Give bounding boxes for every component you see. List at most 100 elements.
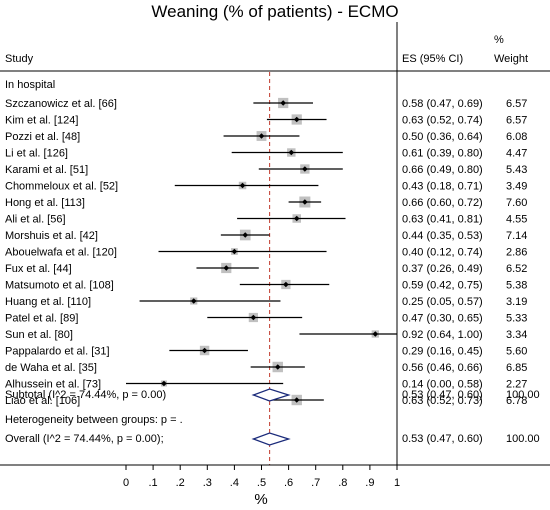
study-weight: 6.52 bbox=[506, 263, 527, 275]
study-es-ci: 0.59 (0.42, 0.75) bbox=[402, 280, 483, 292]
study-row: Morshuis et al. [42] 0.44 (0.35, 0.53) 7.1… bbox=[5, 229, 527, 242]
x-tick-label: .2 bbox=[176, 477, 185, 489]
study-es-ci: 0.25 (0.05, 0.57) bbox=[402, 296, 483, 308]
point-estimate bbox=[250, 314, 257, 321]
chart-title: Weaning (% of patients) - ECMO bbox=[151, 2, 398, 21]
study-name: Chommeloux et al. [52] bbox=[5, 181, 118, 193]
study-weight: 7.14 bbox=[506, 230, 527, 242]
study-es-ci: 0.50 (0.36, 0.64) bbox=[402, 131, 483, 143]
study-es-ci: 0.66 (0.49, 0.80) bbox=[402, 164, 483, 176]
point-estimate bbox=[223, 265, 230, 271]
study-weight: 5.60 bbox=[506, 346, 527, 358]
study-row: Alhussein et al. [73] 0.14 (0.00, 0.58) 2.… bbox=[5, 379, 527, 391]
study-es-ci: 0.37 (0.26, 0.49) bbox=[402, 263, 483, 275]
study-row: Hong et al. [113] 0.66 (0.60, 0.72) 7.60 bbox=[5, 196, 527, 209]
x-tick-label: .7 bbox=[311, 477, 320, 489]
study-es-ci: 0.92 (0.64, 1.00) bbox=[402, 329, 483, 341]
study-name: Pozzi et al. [48] bbox=[5, 131, 80, 143]
es-column-header: ES (95% CI) bbox=[402, 53, 463, 65]
x-tick-label: .8 bbox=[338, 477, 347, 489]
study-name: Matsumoto et al. [108] bbox=[5, 280, 114, 292]
study-es-ci: 0.47 (0.30, 0.65) bbox=[402, 313, 483, 325]
weight-column-header: Weight bbox=[494, 53, 528, 65]
point-estimate bbox=[302, 199, 308, 205]
study-weight: 2.86 bbox=[506, 247, 527, 259]
study-es-ci: 0.44 (0.35, 0.53) bbox=[402, 230, 483, 242]
study-name: Huang et al. [110] bbox=[5, 296, 91, 308]
study-row: de Waha et al. [35] 0.56 (0.46, 0.66) 6.85 bbox=[5, 361, 527, 374]
study-name: Li et al. [126] bbox=[5, 148, 68, 160]
study-row: Fux et al. [44] 0.37 (0.26, 0.49) 6.52 bbox=[5, 262, 527, 275]
x-tick-label: .9 bbox=[365, 477, 374, 489]
study-weight: 3.19 bbox=[506, 296, 527, 308]
study-name: Sun et al. [80] bbox=[5, 329, 73, 341]
study-row: Li et al. [126] 0.61 (0.39, 0.80) 4.47 bbox=[5, 148, 527, 160]
study-weight: 6.57 bbox=[506, 115, 527, 127]
study-row: Patel et al. [89] 0.47 (0.30, 0.65) 5.33 bbox=[5, 313, 527, 325]
study-name: de Waha et al. [35] bbox=[5, 362, 97, 374]
group-label: In hospital bbox=[5, 79, 55, 91]
study-weight: 4.47 bbox=[506, 148, 527, 160]
study-es-ci: 0.29 (0.16, 0.45) bbox=[402, 346, 483, 358]
point-estimate bbox=[293, 397, 300, 403]
study-es-ci: 0.66 (0.60, 0.72) bbox=[402, 197, 483, 209]
study-es-ci: 0.14 (0.00, 0.58) bbox=[402, 379, 483, 391]
point-estimate bbox=[242, 232, 249, 238]
study-name: Karami et al. [51] bbox=[5, 164, 88, 176]
point-estimate bbox=[288, 149, 295, 156]
study-column-header: Study bbox=[5, 53, 34, 65]
study-es-ci: 0.43 (0.18, 0.71) bbox=[402, 181, 483, 193]
study-weight: 6.08 bbox=[506, 131, 527, 143]
point-estimate bbox=[280, 100, 286, 106]
point-estimate bbox=[161, 380, 167, 387]
x-tick-label: .1 bbox=[149, 477, 158, 489]
study-row: Ali et al. [56] 0.63 (0.41, 0.81) 4.55 bbox=[5, 214, 527, 226]
study-rows: Szczanowicz et al. [66] 0.58 (0.47, 0.69)… bbox=[5, 97, 527, 407]
study-name: Pappalardo et al. [31] bbox=[5, 346, 110, 358]
subtotal-label: Subtotal (I^2 = 74.44%, p = 0.00) bbox=[5, 389, 166, 401]
study-name: Hong et al. [113] bbox=[5, 197, 85, 209]
study-weight: 6.57 bbox=[506, 98, 527, 110]
study-es-ci: 0.61 (0.39, 0.80) bbox=[402, 148, 483, 160]
study-weight: 7.60 bbox=[506, 197, 527, 209]
study-es-ci: 0.40 (0.12, 0.74) bbox=[402, 247, 483, 259]
heterogeneity-label: Heterogeneity between groups: p = . bbox=[5, 414, 183, 426]
study-row: Kim et al. [124] 0.63 (0.52, 0.74) 6.57 bbox=[5, 114, 527, 127]
x-axis: 0 .1 .2 .3 .4 .5 .6 .7 .8 .9 1 bbox=[123, 464, 400, 489]
overall-es-ci: 0.53 (0.47, 0.60) bbox=[402, 433, 483, 445]
study-es-ci: 0.58 (0.47, 0.69) bbox=[402, 98, 483, 110]
study-name: Szczanowicz et al. [66] bbox=[5, 98, 117, 110]
study-weight: 6.85 bbox=[506, 362, 527, 374]
point-estimate bbox=[372, 331, 379, 337]
pooled-estimates bbox=[251, 388, 291, 446]
study-row: Matsumoto et al. [108] 0.59 (0.42, 0.75) 5… bbox=[5, 280, 527, 292]
study-weight: 3.34 bbox=[506, 329, 527, 341]
x-tick-label: 1 bbox=[394, 477, 400, 489]
point-estimate bbox=[190, 298, 197, 304]
overall-weight: 100.00 bbox=[506, 433, 540, 445]
study-name: Liao et al. [106] bbox=[5, 395, 80, 407]
study-es-ci: 0.63 (0.41, 0.81) bbox=[402, 214, 483, 226]
study-es-ci: 0.63 (0.52, 0.73) bbox=[402, 395, 483, 407]
study-weight: 5.38 bbox=[506, 280, 527, 292]
point-estimate bbox=[201, 347, 208, 354]
study-name: Ali et al. [56] bbox=[5, 214, 66, 226]
study-name: Abouelwafa et al. [120] bbox=[5, 247, 117, 259]
subtotal-diamond bbox=[251, 388, 291, 402]
study-weight: 2.27 bbox=[506, 379, 527, 391]
study-row: Pappalardo et al. [31] 0.29 (0.16, 0.45) 5… bbox=[5, 346, 527, 358]
study-row: Karami et al. [51] 0.66 (0.49, 0.80) 5.43 bbox=[5, 164, 527, 176]
x-tick-label: .4 bbox=[230, 477, 239, 489]
study-row: Liao et al. [106] 0.63 (0.52, 0.73) 6.78 bbox=[5, 394, 527, 407]
point-estimate bbox=[231, 248, 238, 255]
study-row: Pozzi et al. [48] 0.50 (0.36, 0.64) 6.08 bbox=[5, 131, 527, 143]
study-weight: 3.49 bbox=[506, 181, 527, 193]
study-es-ci: 0.63 (0.52, 0.74) bbox=[402, 115, 483, 127]
study-weight: 4.55 bbox=[506, 214, 527, 226]
study-weight: 5.43 bbox=[506, 164, 527, 176]
x-tick-label: .6 bbox=[284, 477, 293, 489]
overall-label: Overall (I^2 = 74.44%, p = 0.00); bbox=[5, 433, 164, 445]
study-name: Morshuis et al. [42] bbox=[5, 230, 98, 242]
study-name: Alhussein et al. [73] bbox=[5, 379, 101, 391]
